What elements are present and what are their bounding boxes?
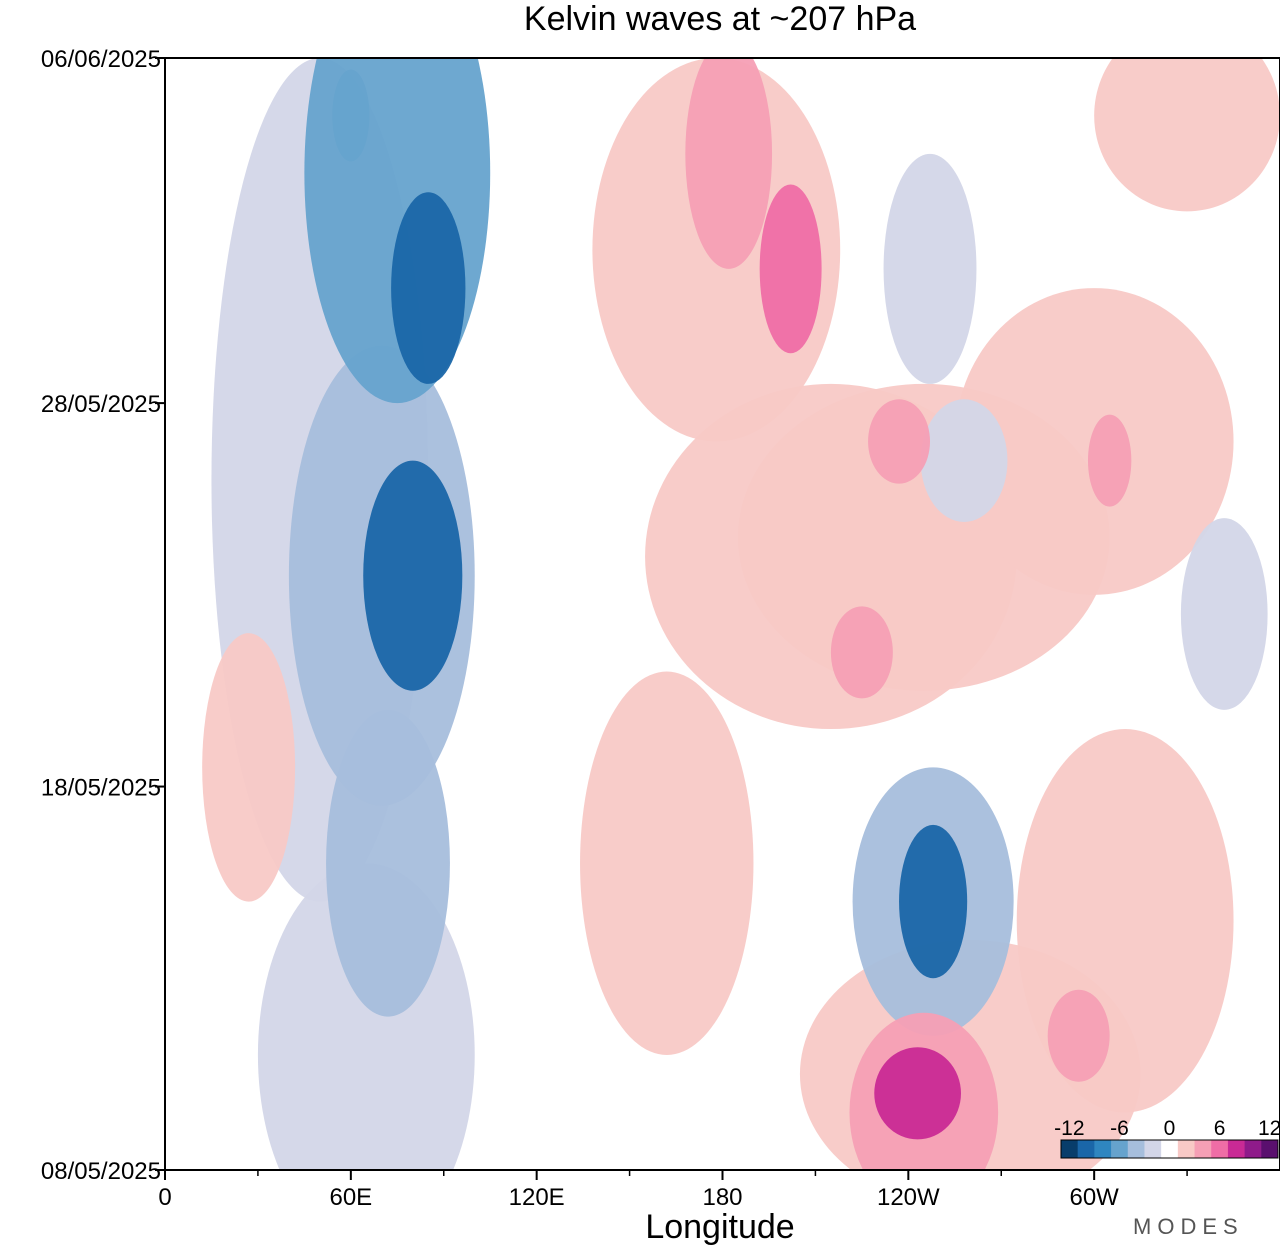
colorbar-label-1: -6 <box>1110 1117 1129 1140</box>
colorbar-swatch-9 <box>1211 1140 1229 1158</box>
y-tick-label-0: 08/05/2025 <box>41 1158 161 1185</box>
x-tick-label-1: 60E <box>329 1184 372 1211</box>
x-tick-label-0: 0 <box>158 1184 171 1211</box>
colorbar-swatch-12 <box>1261 1140 1279 1158</box>
colorbar-swatch-2 <box>1094 1140 1112 1158</box>
y-tick-label-3: 06/06/2025 <box>41 46 161 73</box>
colorbar-label-0: -12 <box>1054 1117 1084 1140</box>
anomaly-field <box>202 58 1280 1170</box>
y-tick-label-1: 18/05/2025 <box>41 775 161 802</box>
anomaly-negative-29 <box>391 192 466 384</box>
colorbar-frame <box>1060 1139 1279 1159</box>
anomaly-positive-7 <box>580 671 754 1055</box>
colorbar: -12 -6 0 6 12 <box>1054 1117 1280 1159</box>
chart-title: Kelvin waves at ~207 hPa <box>523 0 917 38</box>
anomaly-negative-12 <box>1180 518 1268 710</box>
colorbar-label-4: 12 <box>1258 1117 1280 1140</box>
anomaly-negative-28 <box>899 824 968 979</box>
anomaly-positive-21 <box>1087 414 1132 507</box>
x-axis-label: Longitude <box>645 1208 794 1246</box>
x-tick-label-3: 180 <box>702 1184 742 1211</box>
colorbar-swatch-7 <box>1177 1140 1196 1158</box>
x-tick-label-4: 120W <box>877 1184 940 1211</box>
anomaly-negative-11 <box>883 153 977 384</box>
anomaly-negative-27 <box>363 460 463 691</box>
colorbar-swatch-10 <box>1227 1140 1246 1158</box>
colorbar-swatch-6 <box>1161 1140 1179 1158</box>
anomaly-positive-9 <box>1016 729 1234 1113</box>
anomaly-positive-23 <box>1047 989 1110 1082</box>
colorbar-swatch-11 <box>1244 1140 1262 1158</box>
x-tick-label-5: 60W <box>1069 1184 1119 1211</box>
anomaly-positive-25 <box>759 184 822 354</box>
colorbar-swatch-3 <box>1111 1140 1129 1158</box>
y-axis: 08/05/2025 18/05/2025 28/05/2025 06/06/2025 <box>41 46 165 1185</box>
anomaly-positive-26 <box>874 1047 961 1140</box>
anomaly-positive-20 <box>868 399 931 484</box>
colorbar-swatch-4 <box>1127 1140 1145 1158</box>
colorbar-label-2: 0 <box>1164 1117 1176 1140</box>
colorbar-label-3: 6 <box>1214 1117 1226 1140</box>
y-tick-label-2: 28/05/2025 <box>41 391 161 418</box>
anomaly-positive-6 <box>202 633 296 902</box>
colorbar-swatch-5 <box>1144 1140 1162 1158</box>
x-tick-label-2: 120E <box>509 1184 565 1211</box>
anomaly-positive-10 <box>1094 58 1280 212</box>
colorbar-swatch-8 <box>1194 1140 1212 1158</box>
anomaly-positive-18 <box>685 58 773 269</box>
colorbar-swatch-0 <box>1061 1140 1079 1158</box>
anomaly-positive-19 <box>830 606 893 699</box>
colorbar-swatch-1 <box>1077 1140 1095 1158</box>
anomaly-negative-13 <box>920 399 1008 522</box>
x-axis: 0 60E 120E 180 120W 60W <box>158 1170 1188 1211</box>
brand-logo: MODES <box>1133 1214 1244 1239</box>
